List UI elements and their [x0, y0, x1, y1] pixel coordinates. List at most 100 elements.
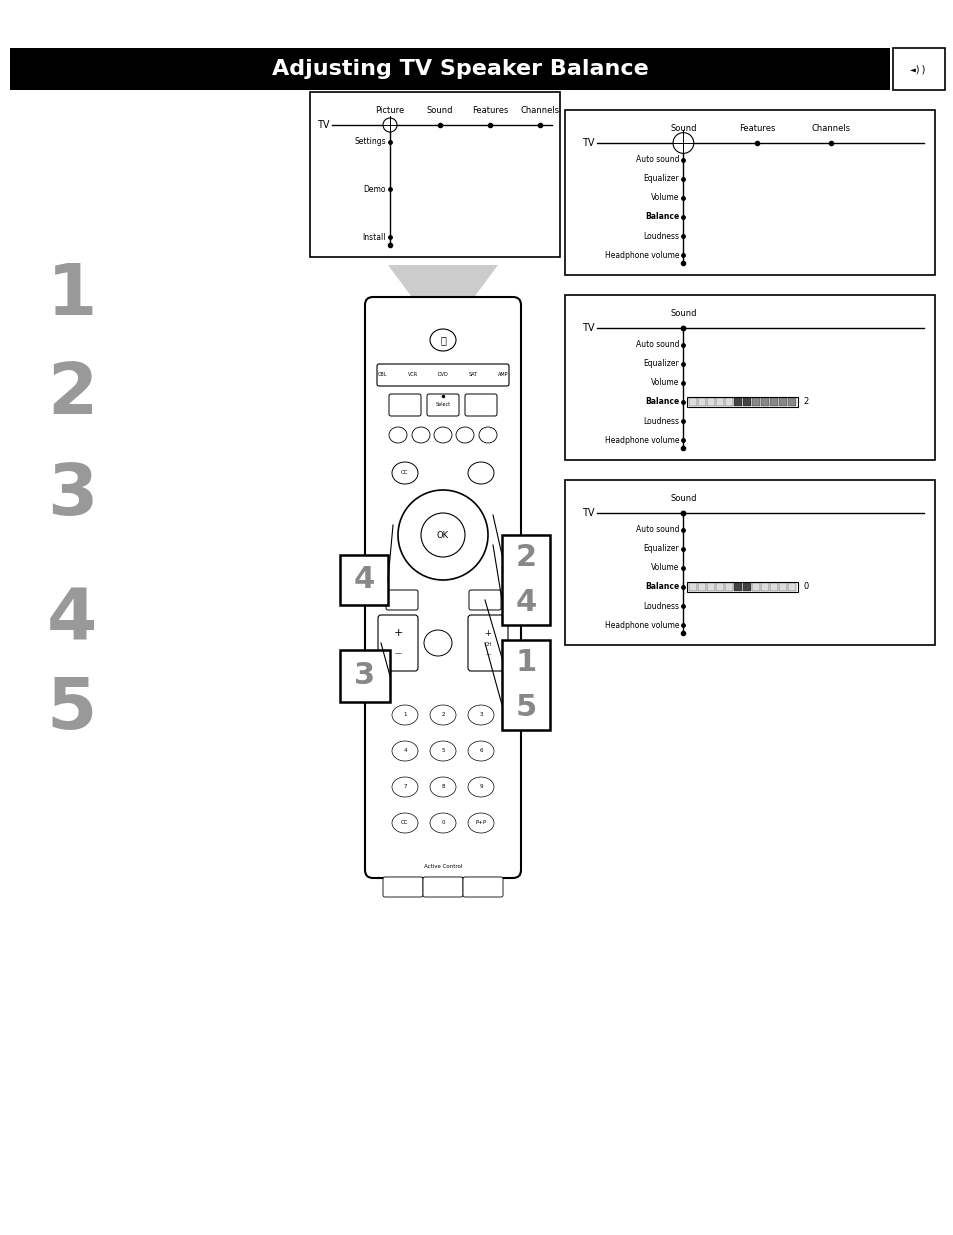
Text: DVD: DVD [437, 373, 448, 378]
Text: TV: TV [317, 120, 330, 130]
Text: 5: 5 [515, 693, 536, 722]
Ellipse shape [389, 427, 407, 443]
Text: Equalizer: Equalizer [643, 174, 679, 183]
Ellipse shape [468, 462, 494, 484]
Ellipse shape [468, 777, 494, 797]
Text: Auto sound: Auto sound [636, 340, 679, 350]
Text: ◄)): ◄)) [909, 64, 927, 74]
Text: Loudness: Loudness [642, 601, 679, 610]
Text: TV: TV [581, 324, 594, 333]
FancyBboxPatch shape [427, 394, 458, 416]
Text: Headphone volume: Headphone volume [604, 621, 679, 630]
Text: CC: CC [401, 471, 408, 475]
Bar [706, 398, 714, 406]
Text: Equalizer: Equalizer [643, 359, 679, 368]
Bar [698, 398, 705, 406]
Bar [742, 398, 750, 406]
Text: 4: 4 [353, 566, 375, 594]
Bar [778, 583, 786, 592]
Text: 1: 1 [403, 713, 406, 718]
Text: Auto sound: Auto sound [636, 156, 679, 164]
Bar [760, 583, 768, 592]
Text: Headphone volume: Headphone volume [604, 251, 679, 259]
Bar [760, 398, 768, 406]
Text: 2: 2 [515, 543, 536, 572]
Ellipse shape [672, 132, 693, 153]
Ellipse shape [468, 705, 494, 725]
Text: 4: 4 [47, 585, 97, 655]
Bar [733, 583, 741, 592]
Text: +: + [484, 629, 491, 637]
Bar [687, 582, 798, 593]
Ellipse shape [382, 119, 396, 132]
Bar [778, 398, 786, 406]
Bar [687, 396, 798, 408]
Ellipse shape [430, 813, 456, 832]
Text: 1: 1 [515, 648, 536, 677]
Text: 2: 2 [441, 713, 444, 718]
Text: 1: 1 [47, 261, 97, 330]
Text: 7: 7 [403, 784, 406, 789]
Bar [769, 583, 777, 592]
Text: Adjusting TV Speaker Balance: Adjusting TV Speaker Balance [272, 59, 648, 79]
Ellipse shape [478, 427, 497, 443]
Ellipse shape [397, 490, 488, 580]
Ellipse shape [430, 741, 456, 761]
Ellipse shape [468, 741, 494, 761]
Ellipse shape [392, 813, 417, 832]
Text: 5: 5 [47, 676, 97, 745]
Bar [716, 398, 723, 406]
Text: 4: 4 [403, 748, 406, 753]
Text: Sound: Sound [669, 124, 696, 133]
Text: Channels: Channels [520, 106, 559, 115]
Text: SAT: SAT [468, 373, 477, 378]
Ellipse shape [412, 427, 430, 443]
Text: Install: Install [362, 232, 386, 242]
Text: Features: Features [739, 124, 775, 133]
Text: CH: CH [484, 642, 491, 647]
Bar [564, 480, 934, 645]
Bar [698, 583, 705, 592]
Text: Equalizer: Equalizer [643, 545, 679, 553]
Text: AMP: AMP [497, 373, 508, 378]
Text: 2: 2 [47, 361, 97, 430]
FancyBboxPatch shape [376, 364, 509, 387]
Text: Balance: Balance [644, 212, 679, 221]
Text: Sound: Sound [669, 309, 696, 319]
Text: Select: Select [435, 403, 450, 408]
Text: TV: TV [581, 138, 594, 148]
Text: 3: 3 [47, 461, 97, 530]
FancyBboxPatch shape [365, 296, 520, 878]
FancyBboxPatch shape [464, 394, 497, 416]
Bar [501, 640, 550, 730]
Text: Active Control: Active Control [423, 864, 461, 869]
Bar [769, 398, 777, 406]
Text: Channels: Channels [811, 124, 850, 133]
Text: Picture: Picture [375, 106, 404, 115]
Text: —: — [485, 652, 490, 657]
Bar [787, 398, 795, 406]
Text: Volume: Volume [650, 563, 679, 572]
Text: 4: 4 [515, 588, 536, 618]
Bar [339, 650, 390, 701]
Text: 3: 3 [478, 713, 482, 718]
Text: CC: CC [401, 820, 408, 825]
Text: +: + [393, 629, 402, 638]
Text: —: — [395, 650, 401, 656]
Bar [688, 583, 697, 592]
FancyBboxPatch shape [469, 590, 500, 610]
FancyBboxPatch shape [462, 877, 502, 897]
Bar [892, 48, 944, 90]
Text: Sound: Sound [669, 494, 696, 503]
Text: Volume: Volume [650, 194, 679, 203]
FancyBboxPatch shape [386, 590, 417, 610]
Bar [733, 398, 741, 406]
Text: Volume: Volume [650, 378, 679, 388]
Text: 6: 6 [478, 748, 482, 753]
Bar [751, 583, 759, 592]
Bar [501, 535, 550, 625]
Ellipse shape [468, 813, 494, 832]
Text: Demo: Demo [363, 185, 386, 194]
Text: 0: 0 [802, 583, 808, 592]
Text: Headphone volume: Headphone volume [604, 436, 679, 445]
